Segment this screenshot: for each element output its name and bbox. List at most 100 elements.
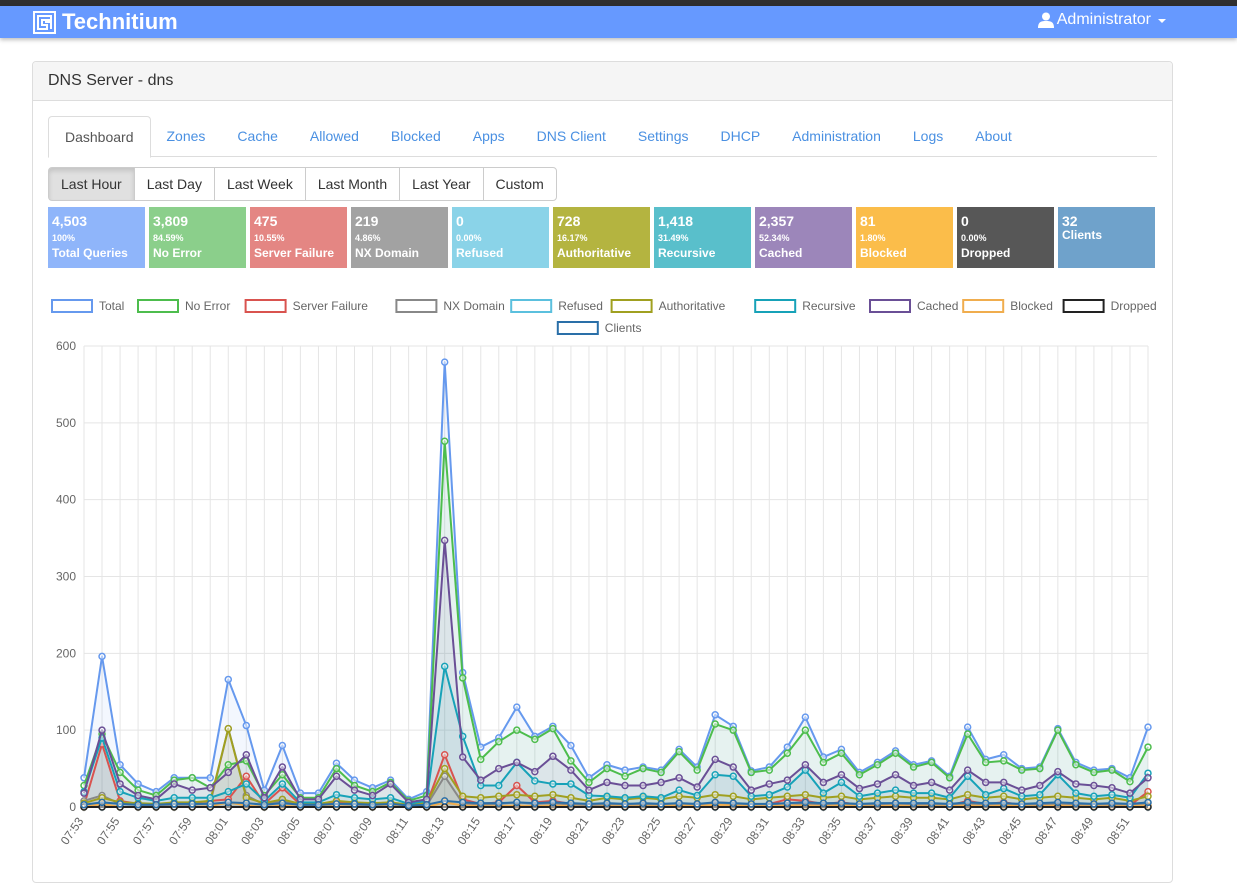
data-point [260, 800, 269, 809]
brand[interactable]: Technitium [33, 8, 178, 36]
tab-dhcp[interactable]: DHCP [720, 128, 761, 144]
tab-allowed[interactable]: Allowed [309, 128, 359, 144]
data-point [855, 800, 864, 808]
tab-apps[interactable]: Apps [472, 128, 505, 144]
range-button-last-hour[interactable]: Last Hour [48, 167, 135, 201]
range-button-custom[interactable]: Custom [482, 167, 557, 201]
range-button-last-year[interactable]: Last Year [399, 167, 484, 201]
data-point [621, 766, 629, 774]
data-point [1054, 792, 1062, 800]
data-point [819, 789, 828, 797]
tab-settings[interactable]: Settings [637, 128, 689, 144]
legend-swatch [51, 299, 93, 313]
technitium-logo-icon [33, 10, 56, 34]
data-point [531, 792, 539, 800]
data-point [1018, 766, 1026, 774]
data-point [891, 770, 900, 779]
data-point [224, 787, 233, 796]
x-tick-label: 08:17 [491, 814, 520, 847]
data-point [531, 735, 539, 744]
data-point [819, 799, 828, 807]
x-tick-label: 08:07 [310, 814, 339, 847]
brand-name: Technitium [62, 9, 178, 34]
tab-zones[interactable]: Zones [166, 128, 206, 144]
x-tick-label: 08:09 [346, 814, 375, 847]
tab-cache[interactable]: Cache [237, 128, 278, 144]
tab-about[interactable]: About [975, 128, 1012, 144]
data-point [531, 777, 539, 785]
data-point [1018, 800, 1026, 808]
data-point [1090, 792, 1098, 800]
data-point [98, 726, 106, 734]
top-navbar: Technitium Administrator [0, 6, 1237, 38]
data-point [116, 780, 124, 788]
stat-value: 1,418 [658, 213, 694, 229]
data-point [224, 768, 233, 777]
data-point [909, 789, 918, 797]
data-point [440, 751, 449, 759]
time-range-group: Last Hour Last Day Last Week Last Month Last… [48, 167, 557, 201]
stat-label: No Error [153, 246, 202, 260]
stat-percent: 52.34% [759, 233, 790, 243]
data-point [80, 800, 88, 809]
data-point [855, 770, 864, 779]
data-point [603, 799, 611, 807]
data-point [675, 774, 683, 782]
data-point [675, 747, 683, 756]
stat-value: 3,809 [153, 213, 189, 229]
data-point [1036, 781, 1044, 790]
data-point [711, 755, 719, 764]
x-tick-label: 07:57 [130, 814, 159, 847]
data-point [945, 774, 954, 782]
legend-label: Refused [558, 299, 603, 313]
data-point [909, 763, 918, 771]
stat-percent: 31.49% [658, 233, 689, 243]
tab-blocked[interactable]: Blocked [390, 128, 441, 144]
data-point [1036, 764, 1044, 773]
data-point [693, 791, 701, 800]
tab-dns-client[interactable]: DNS Client [536, 128, 606, 144]
main-tabs: Dashboard Zones Cache Allowed Blocked Apps DNS… [48, 116, 1157, 158]
data-point [242, 772, 251, 781]
data-point [639, 781, 647, 790]
data-point [1090, 781, 1098, 790]
data-point [440, 803, 449, 811]
tab-logs[interactable]: Logs [912, 128, 944, 144]
x-tick-label: 08:23 [599, 814, 628, 847]
data-point [350, 800, 359, 808]
data-point [170, 780, 178, 788]
data-point [495, 781, 503, 790]
stat-value: 32 [1062, 213, 1078, 229]
stat-no-error: 3,809 84.59% No Error [149, 207, 246, 268]
data-point [458, 674, 467, 682]
user-menu[interactable]: Administrator [1037, 11, 1166, 29]
tab-administration[interactable]: Administration [792, 128, 881, 144]
data-point [386, 794, 395, 802]
data-point [711, 798, 719, 807]
range-button-last-month[interactable]: Last Month [304, 167, 401, 201]
data-point [621, 800, 629, 808]
data-point [1126, 777, 1134, 786]
data-point [711, 720, 719, 728]
stat-label: Recursive [658, 246, 716, 260]
data-point [855, 792, 864, 800]
data-point [585, 786, 593, 794]
y-tick-label: 100 [56, 723, 76, 737]
data-point [513, 798, 521, 807]
data-point [729, 792, 737, 800]
data-point [999, 778, 1008, 787]
data-point [1126, 800, 1134, 808]
data-point [188, 800, 196, 808]
data-point [1108, 790, 1116, 799]
stat-authoritative: 728 16.17% Authoritative [553, 207, 650, 268]
data-point [567, 799, 575, 807]
stat-value: 0 [961, 213, 969, 229]
tab-dashboard[interactable]: Dashboard [48, 116, 151, 158]
stat-percent: 4.86% [355, 233, 381, 243]
data-point [873, 799, 882, 807]
data-point [927, 778, 936, 787]
data-point [801, 798, 810, 807]
data-point [891, 749, 900, 757]
data-point [1090, 800, 1098, 808]
data-point [801, 713, 810, 721]
